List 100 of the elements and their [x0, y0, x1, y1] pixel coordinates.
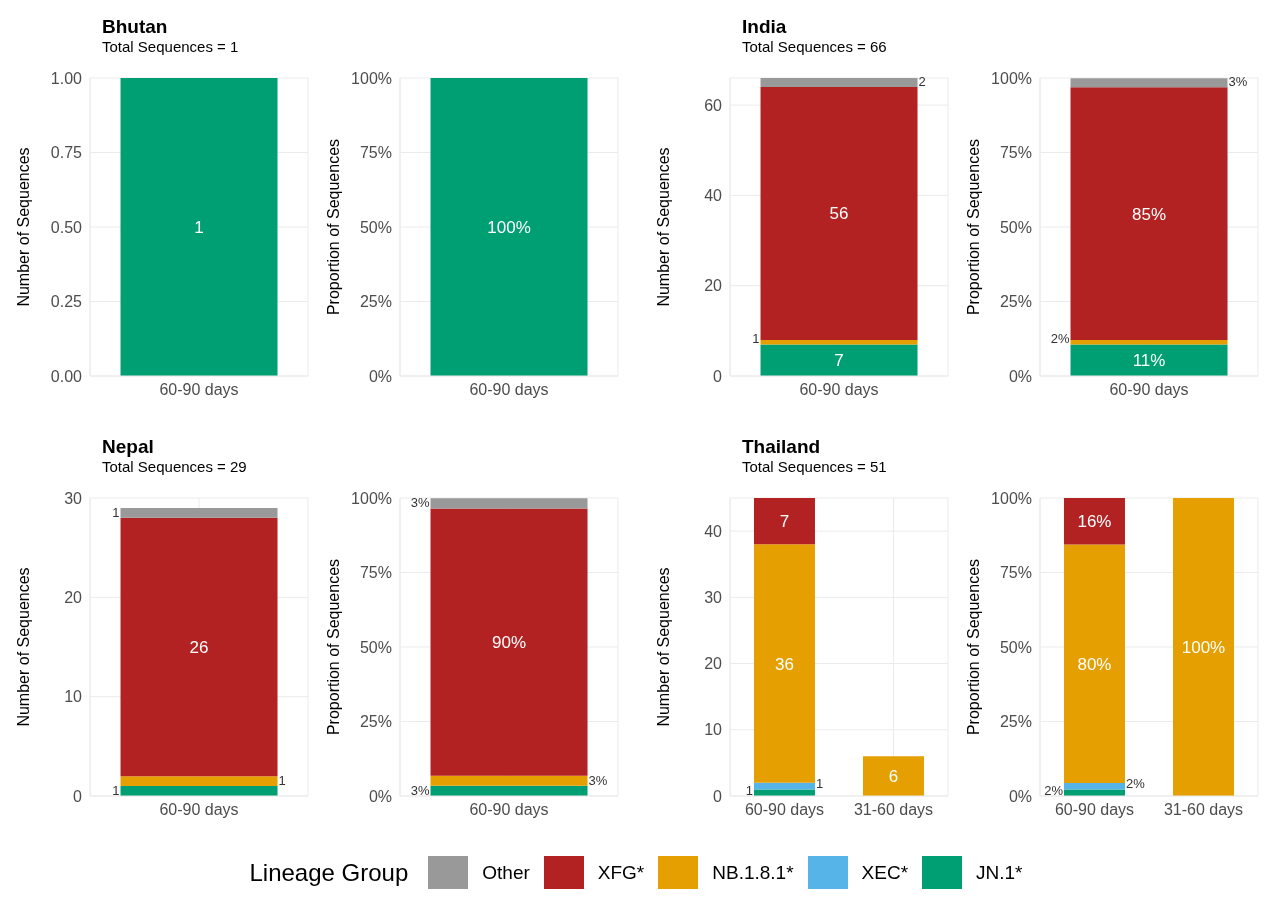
y-tick-label: 0: [713, 367, 723, 385]
bar: [760, 87, 918, 340]
bar: [1063, 789, 1125, 796]
legend-label: JN.1*: [976, 861, 1023, 884]
y-tick-label: 60: [704, 96, 723, 114]
y-tick-label: 0%: [1008, 367, 1032, 385]
bar: [760, 344, 918, 376]
y-tick-label: 0.75: [50, 144, 83, 162]
y-tick-label: 0.25: [50, 293, 83, 311]
y-tick-label: 0: [73, 787, 83, 805]
x-tick-label: 31-60 days: [853, 801, 934, 819]
y-axis-title: Number of Sequences: [654, 567, 672, 727]
y-tick-label: 10: [704, 721, 723, 739]
bar: [1070, 87, 1228, 340]
y-axis-title: Proportion of Sequences: [964, 558, 982, 736]
legend-title: Lineage Group: [249, 858, 409, 887]
y-tick-label: 50%: [999, 218, 1032, 236]
data-label: 7: [779, 512, 790, 532]
x-tick-label: 31-60 days: [1163, 801, 1244, 819]
x-tick-label: 60-90 days: [159, 381, 239, 399]
bar: [430, 775, 588, 786]
data-label: 2: [918, 74, 926, 90]
chart-title: Thailand: [742, 436, 822, 458]
bar: [430, 498, 588, 509]
y-tick-label: 75%: [359, 144, 392, 162]
y-tick-label: 40: [704, 522, 723, 540]
data-label: 1: [815, 776, 824, 792]
x-tick-label: 60-90 days: [1109, 381, 1189, 399]
bar: [753, 782, 815, 790]
legend-label: Other: [482, 861, 530, 884]
bar: [120, 517, 278, 777]
data-label: 1: [752, 331, 760, 347]
bar: [1070, 78, 1228, 88]
y-tick-label: 25%: [999, 293, 1032, 311]
x-tick-label: 60-90 days: [159, 801, 239, 819]
bar: [753, 789, 815, 796]
y-axis-title: Number of Sequences: [654, 147, 672, 307]
data-label: 1: [112, 504, 120, 520]
chart-title: India: [742, 16, 788, 38]
bar: [862, 756, 924, 796]
bar: [120, 507, 278, 518]
bar: [753, 544, 815, 783]
bar: [120, 776, 278, 787]
y-tick-label: 10: [64, 688, 83, 706]
y-axis-title: Proportion of Sequences: [324, 558, 342, 736]
chart-subtitle: Total Sequences = 1: [102, 38, 240, 55]
y-axis-title: Number of Sequences: [14, 567, 32, 727]
x-tick-label: 60-90 days: [469, 801, 549, 819]
y-tick-label: 20: [704, 655, 723, 673]
chart-title: Bhutan: [102, 16, 169, 38]
y-tick-label: 1.00: [50, 69, 83, 87]
data-label: 6: [888, 767, 899, 787]
y-axis-title: Proportion of Sequences: [324, 138, 342, 316]
y-tick-label: 20: [704, 277, 723, 295]
y-tick-label: 25%: [359, 713, 392, 731]
y-tick-label: 0%: [1008, 787, 1032, 805]
y-tick-label: 100%: [991, 489, 1032, 507]
data-label: 26: [189, 638, 209, 657]
y-tick-label: 0.00: [50, 367, 83, 385]
data-label: 85%: [1132, 204, 1167, 224]
x-tick-label: 60-90 days: [744, 801, 825, 819]
y-tick-label: 75%: [999, 144, 1032, 162]
bar: [753, 498, 815, 545]
y-tick-label: 100%: [351, 69, 392, 87]
y-tick-label: 40: [704, 187, 723, 205]
y-tick-label: 50%: [359, 638, 392, 656]
data-label: 3%: [588, 772, 608, 788]
data-label: 11%: [1132, 351, 1166, 371]
bar: [120, 786, 278, 796]
data-label: 7: [834, 351, 844, 371]
y-tick-label: 0: [713, 787, 723, 805]
bar: [1063, 544, 1125, 783]
x-tick-label: 60-90 days: [1054, 801, 1135, 819]
chart-subtitle: Total Sequences = 66: [742, 38, 888, 55]
data-label: 36: [775, 654, 794, 674]
data-label: 16%: [1077, 512, 1112, 532]
chart-subtitle: Total Sequences = 51: [742, 458, 888, 475]
data-label: 1: [194, 218, 204, 237]
data-label: 2%: [1044, 783, 1064, 798]
x-tick-label: 60-90 days: [799, 381, 879, 399]
legend-label: NB.1.8.1*: [712, 861, 794, 884]
y-tick-label: 100%: [991, 69, 1032, 87]
y-tick-label: 75%: [999, 564, 1032, 582]
data-label: 3%: [410, 783, 430, 798]
y-tick-label: 50%: [359, 218, 392, 236]
bar: [1070, 344, 1228, 376]
y-tick-label: 30: [704, 589, 723, 607]
chart-subtitle: Total Sequences = 29: [102, 458, 248, 475]
y-tick-label: 0%: [368, 787, 392, 805]
y-tick-label: 75%: [359, 564, 392, 582]
data-label: 2%: [1125, 776, 1146, 792]
y-axis-title: Number of Sequences: [14, 147, 32, 307]
legend-label: XFG*: [597, 861, 645, 884]
y-tick-label: 100%: [351, 489, 392, 507]
data-label: 56: [829, 204, 849, 224]
data-label: 1: [278, 773, 286, 789]
data-label: 90%: [492, 633, 527, 653]
bar: [1172, 498, 1234, 796]
x-tick-label: 60-90 days: [469, 381, 549, 399]
data-label: 3%: [1228, 74, 1248, 90]
